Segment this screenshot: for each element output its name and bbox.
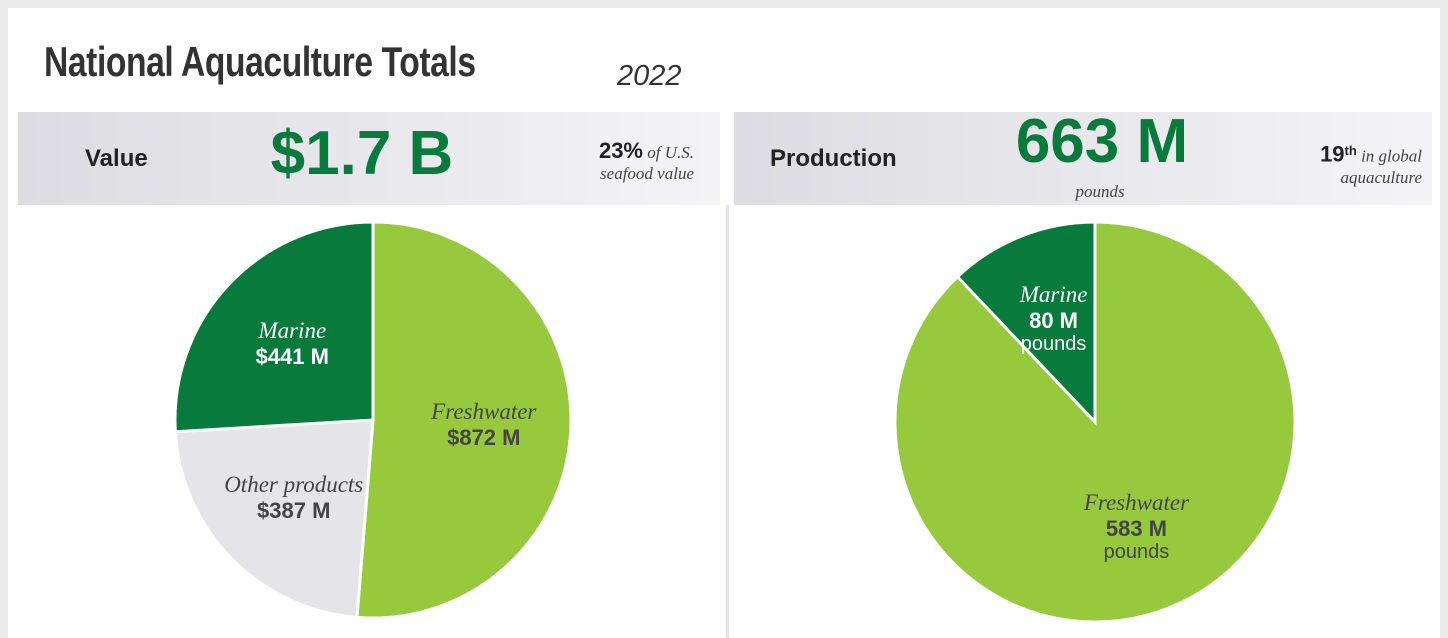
value-label: $441 M — [255, 343, 329, 369]
note-superscript: th — [1344, 143, 1357, 158]
value-unit: pounds — [1020, 332, 1087, 355]
headline: 663 M — [1015, 107, 1189, 176]
note-text: of U.S. seafood value — [600, 143, 694, 183]
header-bar — [18, 112, 720, 205]
page-title: National Aquaculture Totals — [44, 38, 476, 85]
note-emphasis: 19 — [1320, 141, 1345, 167]
note: 23% of U.S. seafood value — [548, 140, 694, 184]
value-label: $872 M — [447, 424, 521, 450]
headline: $1.7 B — [270, 119, 454, 188]
header-bar — [734, 112, 1432, 205]
pie-slice — [893, 220, 1297, 624]
category-label: Marine — [258, 317, 327, 343]
value-label: 80 M — [1029, 307, 1078, 333]
value-label: 583 M — [1105, 516, 1168, 542]
category-label: Other products — [224, 471, 364, 497]
pie-slice — [173, 418, 375, 619]
divider — [726, 205, 729, 638]
note-emphasis: 23% — [598, 138, 643, 163]
slice-label: Freshwater $872 M — [404, 399, 564, 451]
category-label: Marine — [1019, 281, 1088, 307]
value-label: $387 M — [257, 497, 331, 523]
note: 19th in global aquaculture — [1262, 140, 1422, 188]
note-text: in global aquaculture — [1340, 146, 1422, 187]
panel-title: Value — [85, 145, 148, 172]
headline-unit: pounds — [1075, 182, 1125, 201]
pie-slice — [173, 220, 375, 434]
panel-title: Production — [770, 145, 897, 172]
category-label: Freshwater — [431, 398, 537, 424]
pie-slice — [955, 220, 1097, 426]
slice-label: Other products $387 M — [214, 472, 374, 524]
slice-label: Marine $441 M — [212, 318, 372, 370]
year: 2022 — [617, 60, 682, 92]
value-unit: pounds — [1103, 541, 1170, 564]
pie-slice — [355, 220, 573, 620]
category-label: Freshwater — [1083, 490, 1190, 516]
